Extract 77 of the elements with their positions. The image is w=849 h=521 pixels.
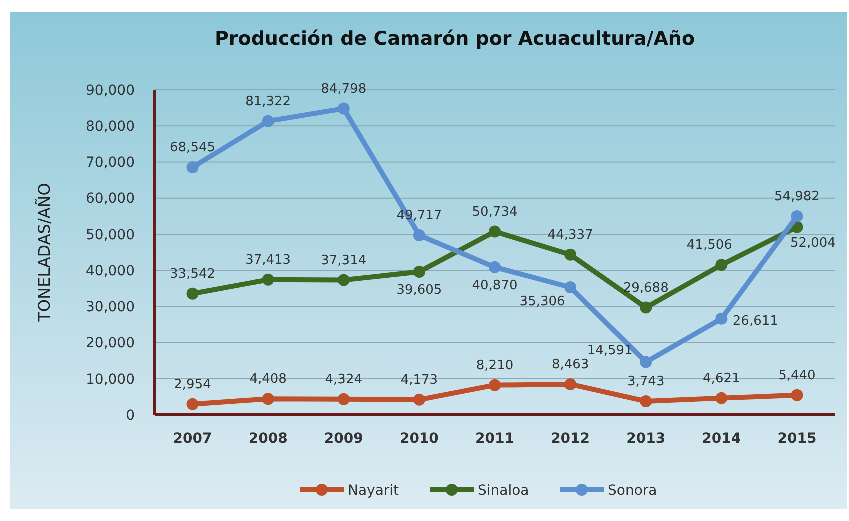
x-tick-label: 2009: [324, 431, 364, 447]
y-tick-label: 60,000: [86, 191, 135, 208]
y-tick-label: 20,000: [86, 336, 135, 352]
point: [640, 356, 652, 368]
point: [716, 312, 728, 325]
y-tick-label: 10,000: [86, 372, 135, 388]
point: [413, 229, 426, 242]
y-tick-label: 50,000: [86, 227, 135, 244]
data-label: 4,621: [703, 371, 740, 386]
y-tick-label: 40,000: [86, 263, 135, 280]
data-label: 4,324: [325, 372, 362, 388]
data-label: 3,743: [628, 374, 665, 390]
point: [413, 266, 426, 278]
x-tick-label: 2010: [400, 431, 440, 447]
y-tick-label: 30,000: [86, 300, 135, 316]
point: [186, 288, 199, 300]
data-label: 37,413: [246, 252, 292, 268]
point: [262, 274, 274, 286]
point: [564, 282, 577, 294]
data-label: 26,611: [732, 314, 778, 329]
x-tick-label: 2012: [551, 431, 590, 447]
data-label: 39,605: [396, 282, 442, 298]
point: [338, 102, 350, 115]
data-label: 81,322: [246, 94, 292, 110]
x-tick-label: 2008: [248, 431, 288, 447]
data-label: 4,408: [250, 372, 287, 388]
chart-title: Producción de Camarón por Acuacultura/Año: [214, 28, 696, 50]
point: [791, 210, 804, 222]
data-label: 44,337: [548, 228, 594, 243]
data-label: 14,591: [587, 343, 633, 358]
y-tick-label: 80,000: [86, 119, 135, 136]
x-tick-label: 2014: [702, 431, 742, 447]
y-tick-label: 90,000: [86, 82, 135, 99]
legend-label: Sinaloa: [478, 482, 530, 499]
legend-label: Sonora: [608, 482, 658, 499]
data-label: 84,798: [321, 82, 367, 97]
point: [716, 392, 728, 404]
x-tick-label: 2007: [173, 431, 212, 447]
y-tick-label: 70,000: [86, 155, 135, 172]
data-label: 5,440: [778, 368, 816, 384]
data-label: 49,717: [396, 208, 442, 224]
point: [262, 393, 274, 406]
data-label: 52,004: [790, 236, 836, 252]
data-label: 68,545: [170, 140, 216, 156]
point: [564, 248, 577, 261]
point: [564, 378, 577, 390]
data-label: 50,734: [472, 204, 518, 220]
x-tick-label: 2015: [778, 431, 817, 447]
data-label: 35,306: [520, 294, 566, 310]
data-label: 37,314: [321, 253, 367, 268]
point: [186, 161, 199, 174]
point: [489, 379, 501, 392]
point: [489, 226, 501, 238]
point: [791, 389, 804, 402]
data-label: 2,954: [174, 377, 212, 392]
point: [413, 394, 426, 406]
data-label: 40,870: [472, 278, 518, 294]
point: [186, 398, 199, 410]
point: [262, 115, 274, 128]
legend-label: Nayarit: [348, 482, 400, 499]
y-axis-title: TONELADAS/AÑO: [35, 183, 54, 323]
point: [640, 302, 652, 314]
y-tick-label: 0: [126, 408, 135, 424]
x-tick-label: 2011: [476, 431, 514, 447]
data-label: 54,982: [774, 189, 820, 204]
point: [338, 393, 350, 406]
data-label: 41,506: [686, 238, 732, 254]
point: [640, 395, 652, 408]
data-label: 4,173: [400, 372, 438, 388]
point: [716, 259, 728, 272]
point: [489, 261, 501, 274]
data-label: 29,688: [623, 280, 669, 296]
data-label: 33,542: [170, 266, 216, 282]
x-tick-label: 2013: [626, 431, 666, 447]
data-label: 8,463: [552, 357, 590, 372]
data-label: 8,210: [476, 358, 514, 374]
point: [338, 274, 350, 286]
